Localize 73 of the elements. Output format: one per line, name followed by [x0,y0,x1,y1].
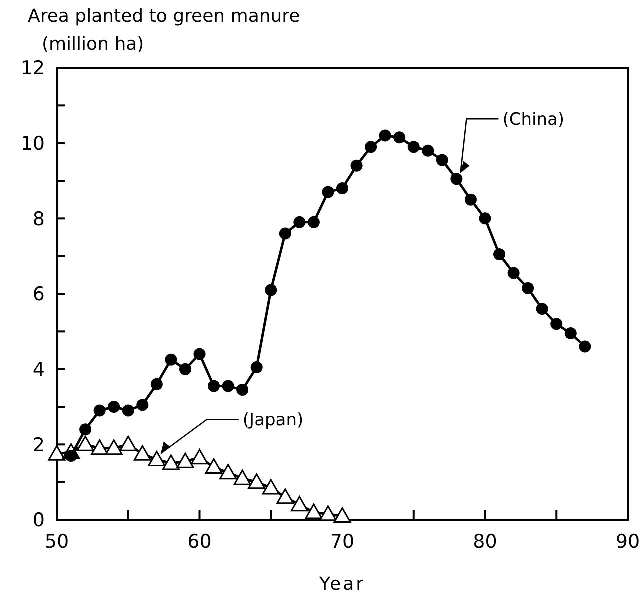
text: (China) [502,110,565,130]
point [248,474,266,490]
point [450,173,463,186]
point [191,449,208,465]
point [536,303,548,316]
x-tick-label: 90 [616,531,640,553]
point [105,440,123,456]
point [262,479,280,495]
y-tick-label: 10 [20,132,45,155]
chart-title: Area planted to green manure [28,6,300,27]
point [179,363,192,376]
y-tick-label: 12 [20,58,45,80]
point [579,340,592,353]
point [294,216,306,228]
x-tick-label: 80 [473,531,498,553]
point [94,404,106,417]
point [91,440,109,456]
x-tick-label: 50 [44,531,70,553]
point [508,267,520,280]
point [148,450,166,466]
point [162,454,180,470]
point [234,470,252,486]
text: (Japan) [242,410,304,431]
point [279,228,292,240]
point [194,348,206,360]
y-tick-label: 2 [32,434,45,456]
point [76,436,94,452]
point [464,194,477,206]
point [236,384,249,396]
y-tick-label: 4 [32,358,45,381]
point [436,154,448,166]
point [550,318,563,330]
point [479,212,492,225]
x-tick-label: 60 [188,531,212,553]
point [205,458,223,474]
point [308,216,320,228]
point [220,464,238,480]
point [336,182,348,195]
point [350,160,363,172]
point [120,436,138,452]
point [165,354,178,366]
point [80,424,92,436]
point [422,144,434,157]
point [379,130,392,142]
point [494,248,506,260]
y-tick-label: 0 [32,510,45,532]
point [122,404,134,417]
point [334,507,352,523]
y-tick-label: 6 [32,284,45,306]
point [134,445,152,461]
point [265,284,278,296]
point [522,282,534,294]
point [305,504,323,520]
point [136,399,149,412]
point [150,378,163,390]
point [564,328,577,340]
point [408,141,420,154]
point [108,401,120,413]
point [250,361,263,374]
point [208,380,220,392]
point [276,488,294,504]
point [222,380,234,392]
point [290,496,308,512]
point [394,132,406,144]
point [176,452,194,468]
point [48,445,66,461]
y-tick-label: 8 [32,208,45,230]
x-tick-label: 70 [330,531,355,553]
point [319,506,337,522]
point [365,141,378,154]
point [322,186,334,198]
x-axis-title: Year [318,574,366,595]
y-axis-title: (million ha) [42,34,144,55]
